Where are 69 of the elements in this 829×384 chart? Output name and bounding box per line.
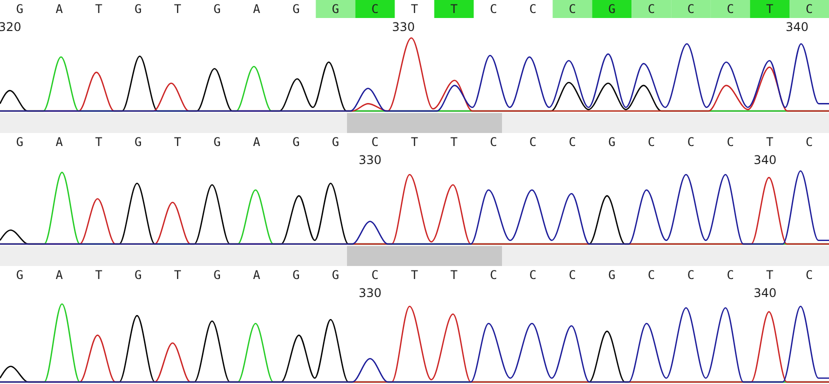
text: C (687, 268, 694, 282)
text: T (174, 135, 182, 149)
text: A (252, 2, 261, 16)
text: T (410, 135, 418, 149)
text: C (568, 135, 576, 149)
text: C (568, 268, 576, 282)
text: A (56, 268, 64, 282)
text: C (371, 268, 379, 282)
text: C (726, 268, 734, 282)
text: C (529, 135, 537, 149)
text: T (95, 135, 102, 149)
text: C (490, 2, 498, 16)
text: G (134, 135, 142, 149)
text: G (134, 268, 142, 282)
text: C (648, 2, 655, 16)
text: A (252, 268, 261, 282)
text: C (568, 2, 576, 16)
text: T (174, 2, 182, 16)
text: C (529, 268, 537, 282)
text: A (252, 135, 261, 149)
text: G (332, 2, 340, 16)
text: T (95, 268, 102, 282)
text: G (16, 2, 24, 16)
x-tick-label: 330 (358, 286, 382, 300)
text: C (371, 135, 379, 149)
text: T (766, 135, 774, 149)
text: G (16, 135, 24, 149)
x-tick-label: 340 (786, 20, 809, 34)
text: C (648, 135, 655, 149)
text: C (806, 268, 813, 282)
text: C (806, 135, 813, 149)
text: T (410, 268, 418, 282)
x-tick-label: 330 (358, 153, 382, 167)
text: C (726, 2, 734, 16)
text: T (410, 2, 418, 16)
text: T (766, 2, 774, 16)
text: C (490, 135, 498, 149)
text: G (332, 135, 340, 149)
text: C (648, 268, 655, 282)
text: T (450, 135, 458, 149)
text: C (371, 2, 379, 16)
text: G (608, 2, 616, 16)
text: G (134, 2, 142, 16)
text: G (332, 268, 340, 282)
text: T (95, 2, 102, 16)
text: G (214, 2, 221, 16)
text: G (608, 135, 616, 149)
text: G (214, 135, 221, 149)
text: C (806, 2, 813, 16)
text: T (450, 2, 458, 16)
text: A (56, 135, 64, 149)
text: C (687, 2, 694, 16)
text: G (292, 2, 300, 16)
x-tick-label: 330 (392, 20, 415, 34)
text: T (450, 268, 458, 282)
text: G (16, 268, 24, 282)
text: A (56, 2, 64, 16)
text: T (766, 268, 774, 282)
x-tick-label: 340 (754, 153, 776, 167)
text: T (174, 268, 182, 282)
text: G (214, 268, 221, 282)
text: C (529, 2, 537, 16)
text: C (687, 135, 694, 149)
text: G (608, 268, 616, 282)
text: C (726, 135, 734, 149)
x-tick-label: 340 (754, 286, 776, 300)
text: G (292, 268, 300, 282)
text: C (490, 268, 498, 282)
text: G (292, 135, 300, 149)
